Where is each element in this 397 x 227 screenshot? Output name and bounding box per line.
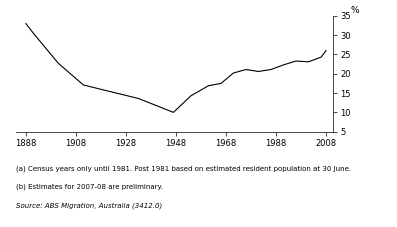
Text: (b) Estimates for 2007-08 are preliminary.: (b) Estimates for 2007-08 are preliminar… [16,184,163,190]
Text: Source: ABS Migration, Australia (3412.0): Source: ABS Migration, Australia (3412.0… [16,202,162,209]
Text: %: % [351,6,360,15]
Text: (a) Census years only until 1981. Post 1981 based on estimated resident populati: (a) Census years only until 1981. Post 1… [16,166,351,172]
